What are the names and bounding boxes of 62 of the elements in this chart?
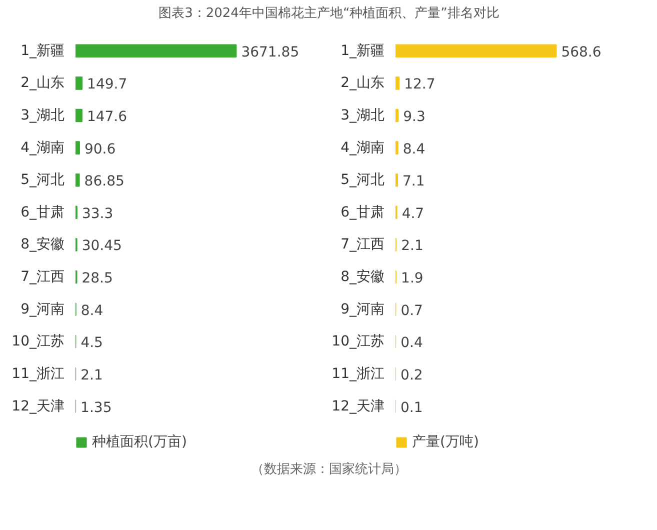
data-label: 7.1	[402, 174, 425, 190]
y-tick-label: 12_天津	[332, 398, 385, 414]
y-tick-label: 8_安徽	[20, 236, 65, 253]
data-label: 0.4	[400, 335, 423, 352]
y-tick-label: 2_山东	[340, 75, 385, 92]
bar	[76, 108, 82, 122]
data-label: 147.6	[86, 109, 128, 125]
y-tick-label: 9_河南	[20, 301, 65, 318]
y-tick-label: 11_浙江	[332, 366, 385, 382]
data-label: 12.7	[404, 76, 436, 93]
legend-label: 种植面积(万亩)	[92, 433, 187, 451]
data-label: 0.2	[400, 367, 423, 384]
y-tick-label: 12_天津	[12, 398, 65, 414]
bar	[76, 44, 237, 58]
data-label: 28.5	[82, 270, 113, 287]
y-tick-label: 4_湖南	[20, 140, 65, 156]
y-tick-label: 3_湖北	[20, 108, 65, 124]
y-tick-label: 6_甘肃	[340, 204, 385, 220]
bar	[76, 173, 80, 187]
legend-label: 产量(万吨)	[412, 433, 479, 451]
bar	[396, 76, 400, 90]
data-label: 1.9	[401, 270, 424, 287]
data-label: 2.1	[401, 238, 424, 254]
data-label: 9.3	[403, 109, 426, 125]
y-tick-label: 1_新疆	[20, 42, 65, 59]
data-label: 8.4	[402, 141, 426, 158]
y-tick-label: 7_江西	[20, 269, 65, 286]
y-tick-label: 7_江西	[340, 236, 385, 253]
y-tick-label: 5_河北	[340, 172, 385, 188]
data-label: 4.5	[80, 335, 103, 352]
y-tick-label: 5_河北	[20, 172, 65, 188]
y-tick-label: 4_湖南	[340, 140, 385, 156]
data-label: 0.7	[400, 302, 423, 319]
y-tick-label: 8_安徽	[340, 269, 385, 286]
data-label: 4.7	[402, 206, 424, 222]
y-tick-label: 10_江苏	[12, 334, 65, 350]
data-label: 3671.85	[241, 44, 300, 60]
bar	[396, 173, 398, 187]
bar	[396, 44, 557, 58]
y-tick-label: 10_江苏	[332, 334, 385, 350]
data-label: 2.1	[80, 367, 103, 384]
data-label: 8.4	[80, 302, 104, 319]
data-label: 90.6	[84, 141, 116, 158]
y-tick-label: 6_甘肃	[20, 204, 65, 220]
data-label: 86.85	[84, 174, 124, 190]
bar	[76, 76, 83, 90]
y-tick-label: 2_山东	[20, 75, 65, 92]
y-tick-label: 9_河南	[340, 301, 385, 318]
y-tick-label: 1_新疆	[340, 42, 385, 59]
bar	[396, 141, 398, 154]
y-tick-label: 3_湖北	[340, 108, 385, 124]
data-label: 30.45	[82, 238, 122, 254]
data-label: 0.1	[400, 400, 423, 416]
data-label: 568.6	[561, 44, 602, 60]
data-label: 149.7	[87, 76, 128, 93]
data-label: 33.3	[82, 206, 114, 222]
y-tick-label: 11_浙江	[12, 366, 65, 382]
data-label: 1.35	[80, 400, 112, 416]
bar	[76, 141, 80, 154]
text: （数据来源：国家统计局）	[251, 461, 407, 477]
bar	[396, 108, 399, 122]
text: 图表3：2024年中国棉花主产地“种植面积、产量”排名对比	[158, 5, 500, 21]
